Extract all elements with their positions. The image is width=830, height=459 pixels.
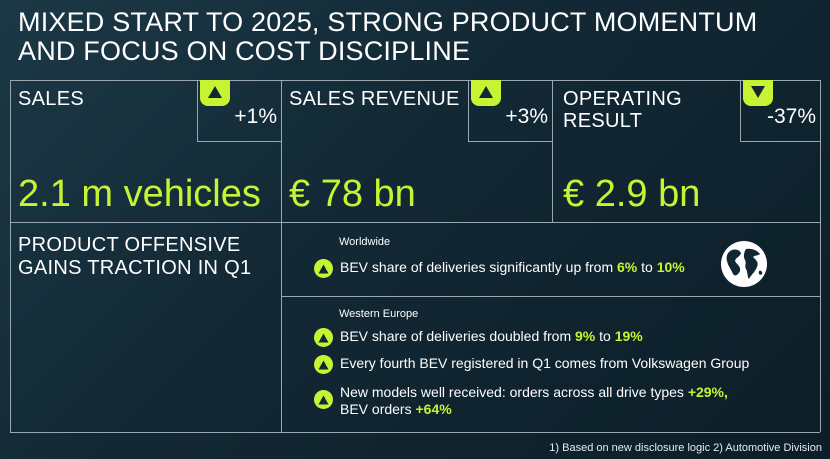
kpi-operating-value: € 2.9 bn (563, 173, 701, 215)
arrow-up-icon (200, 80, 230, 106)
title-line-2: AND FOCUS ON COST DISCIPLINE (18, 36, 471, 66)
bullet-text: New models well received: orders across … (340, 384, 728, 417)
divider-kpi-1 (281, 80, 282, 432)
kpi-revenue-delta-box: +3% (468, 80, 552, 142)
title-line-1: MIXED START TO 2025, STRONG PRODUCT MOME… (18, 7, 758, 37)
kpi-sales-delta-box: +1% (197, 80, 281, 142)
kpi-operating-delta-box: -37% (740, 80, 820, 142)
kpi-operating-label-line-1: OPERATING (563, 88, 683, 110)
kpi-operating-delta: -37% (766, 105, 816, 128)
product-section-title: PRODUCT OFFENSIVE GAINS TRACTION IN Q1 (18, 234, 251, 280)
kpi-operating-label-line-2: RESULT (563, 110, 643, 132)
divider-worldwide (281, 296, 820, 297)
kpi-revenue-value: € 78 bn (289, 173, 416, 215)
divider-middle (10, 222, 820, 223)
footnote: 1) Based on new disclosure logic 2) Auto… (549, 442, 822, 454)
kpi-sales-delta: +1% (234, 105, 277, 128)
product-title-line-2: GAINS TRACTION IN Q1 (18, 257, 252, 279)
list-item: BEV share of deliveries doubled from 9% … (314, 328, 643, 347)
divider-kpi-2 (552, 80, 553, 222)
bullet-text: BEV share of deliveries significantly up… (340, 259, 685, 275)
bullet-text: BEV share of deliveries doubled from 9% … (340, 328, 643, 344)
region-label-worldwide: Worldwide (339, 236, 391, 248)
kpi-revenue-label: SALES REVENUE (289, 88, 460, 110)
divider-right (820, 80, 821, 432)
kpi-sales-value: 2.1 m vehicles (18, 173, 261, 215)
region-label-western-europe: Western Europe (339, 308, 419, 320)
arrow-up-icon (471, 80, 501, 106)
page-title: MIXED START TO 2025, STRONG PRODUCT MOME… (18, 8, 818, 66)
arrow-down-icon (743, 80, 773, 106)
list-item: New models well received: orders across … (314, 384, 728, 418)
triangle-up-icon (314, 390, 333, 409)
globe-icon (721, 241, 767, 287)
divider-top (10, 80, 820, 81)
bullet-text: Every fourth BEV registered in Q1 comes … (340, 355, 750, 371)
kpi-operating-label: OPERATING RESULT (563, 88, 682, 132)
triangle-up-icon (314, 259, 333, 278)
kpi-sales-label: SALES (18, 88, 84, 110)
list-item: Every fourth BEV registered in Q1 comes … (314, 355, 749, 374)
divider-bottom (10, 432, 820, 433)
triangle-up-icon (314, 355, 333, 374)
product-title-line-1: PRODUCT OFFENSIVE (18, 234, 241, 256)
list-item: BEV share of deliveries significantly up… (314, 259, 685, 278)
triangle-up-icon (314, 328, 333, 347)
divider-left (10, 80, 11, 432)
kpi-revenue-delta: +3% (505, 105, 548, 128)
